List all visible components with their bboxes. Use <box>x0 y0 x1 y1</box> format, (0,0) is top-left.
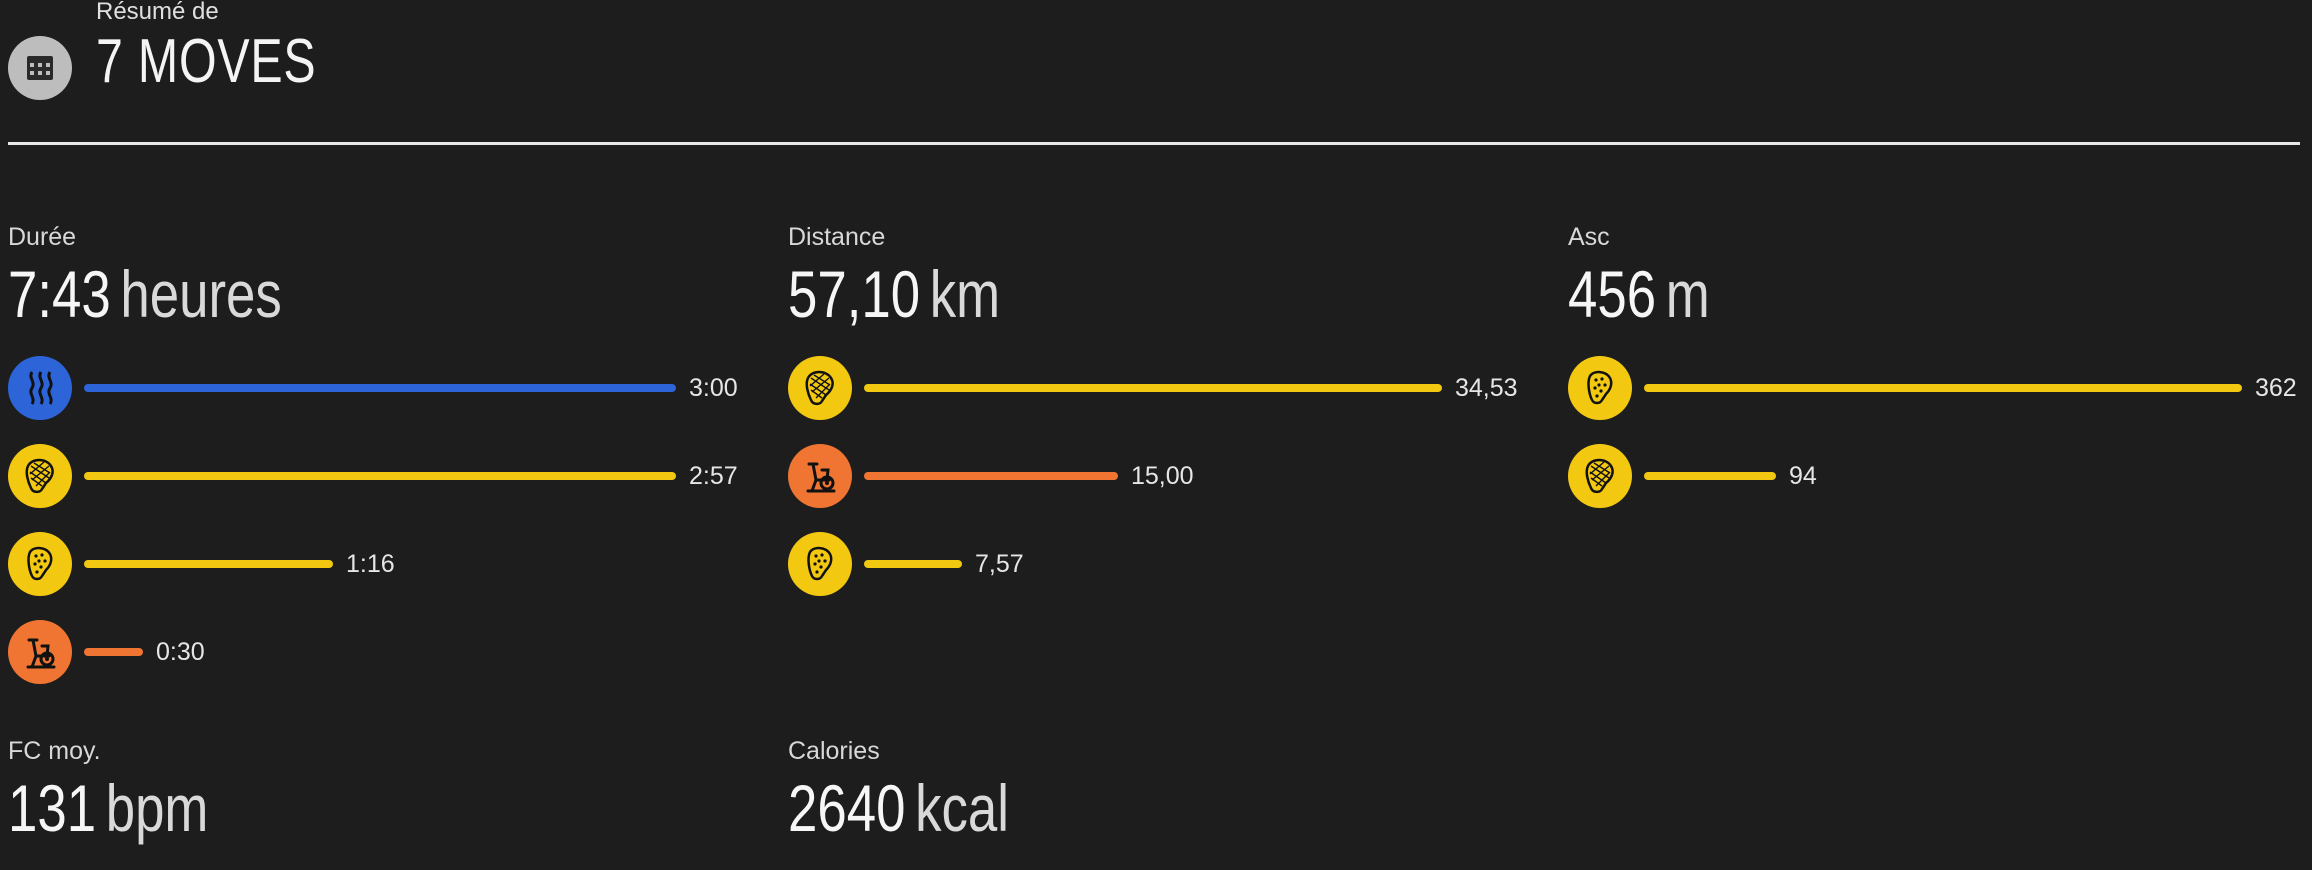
trail-running-shoe-icon <box>1568 444 1632 508</box>
running-shoe-icon <box>788 532 852 596</box>
calories-stat: Calories 2640 kcal <box>788 734 1548 848</box>
breakdown-row-running: 7,57 <box>788 520 1548 608</box>
ascent-value: 456 m <box>1568 257 1710 331</box>
breakdown-bar <box>864 384 1442 392</box>
header-divider <box>8 142 2300 145</box>
avg-hr-label: FC moy. <box>8 737 101 765</box>
ascent-label: Asc <box>1568 223 1610 251</box>
calories-value: 2640 kcal <box>788 771 1009 845</box>
breakdown-row-indoor-cycling: 15,00 <box>788 432 1548 520</box>
distance-stat: Distance 57,10 km 34,53 15,00 7,57 <box>788 220 1548 608</box>
breakdown-bar <box>864 472 1118 480</box>
trail-running-shoe-icon <box>788 356 852 420</box>
breakdown-bar <box>1644 384 2242 392</box>
avg-hr-stat: FC moy. 131 bpm <box>8 734 768 848</box>
breakdown-row-trail-running: 2:57 <box>8 432 768 520</box>
breakdown-row-running: 362 <box>1568 344 2312 432</box>
breakdown-bar <box>84 472 676 480</box>
calendar-icon <box>8 36 72 100</box>
distance-breakdown: 34,53 15,00 7,57 <box>788 344 1548 608</box>
calories-label: Calories <box>788 737 880 765</box>
breakdown-row-trail-running: 94 <box>1568 432 2312 520</box>
breakdown-value: 94 <box>1789 461 1817 490</box>
breakdown-value: 3:00 <box>689 373 738 402</box>
breakdown-value: 34,53 <box>1455 373 1518 402</box>
avg-hr-value: 131 bpm <box>8 771 209 845</box>
duration-value: 7:43 heures <box>8 257 282 331</box>
exercise-bike-icon <box>8 620 72 684</box>
breakdown-value: 0:30 <box>156 637 205 666</box>
breakdown-row-indoor-cycling: 0:30 <box>8 608 768 696</box>
breakdown-value: 362 <box>2255 373 2297 402</box>
duration-breakdown: 3:00 2:57 1:16 0:30 <box>8 344 768 696</box>
running-shoe-icon <box>8 532 72 596</box>
breakdown-bar <box>84 384 676 392</box>
breakdown-bar <box>84 648 143 656</box>
duration-stat: Durée 7:43 heures 3:00 2:57 1:16 0:30 <box>8 220 768 696</box>
summary-subtitle: Résumé de <box>96 0 219 25</box>
breakdown-bar <box>1644 472 1776 480</box>
breakdown-bar <box>864 560 962 568</box>
summary-header: Résumé de 7 MOVES <box>8 0 2300 146</box>
breakdown-row-swimming: 3:00 <box>8 344 768 432</box>
breakdown-row-running: 1:16 <box>8 520 768 608</box>
ascent-stat: Asc 456 m 362 94 <box>1568 220 2312 520</box>
breakdown-value: 15,00 <box>1131 461 1194 490</box>
distance-label: Distance <box>788 223 886 251</box>
breakdown-row-trail-running: 34,53 <box>788 344 1548 432</box>
swimming-icon <box>8 356 72 420</box>
summary-title: 7 MOVES <box>96 27 317 96</box>
ascent-breakdown: 362 94 <box>1568 344 2312 520</box>
distance-value: 57,10 km <box>788 257 1001 331</box>
breakdown-value: 1:16 <box>346 549 395 578</box>
exercise-bike-icon <box>788 444 852 508</box>
trail-running-shoe-icon <box>8 444 72 508</box>
breakdown-bar <box>84 560 333 568</box>
running-shoe-icon <box>1568 356 1632 420</box>
breakdown-value: 2:57 <box>689 461 738 490</box>
duration-label: Durée <box>8 223 77 251</box>
breakdown-value: 7,57 <box>975 549 1024 578</box>
